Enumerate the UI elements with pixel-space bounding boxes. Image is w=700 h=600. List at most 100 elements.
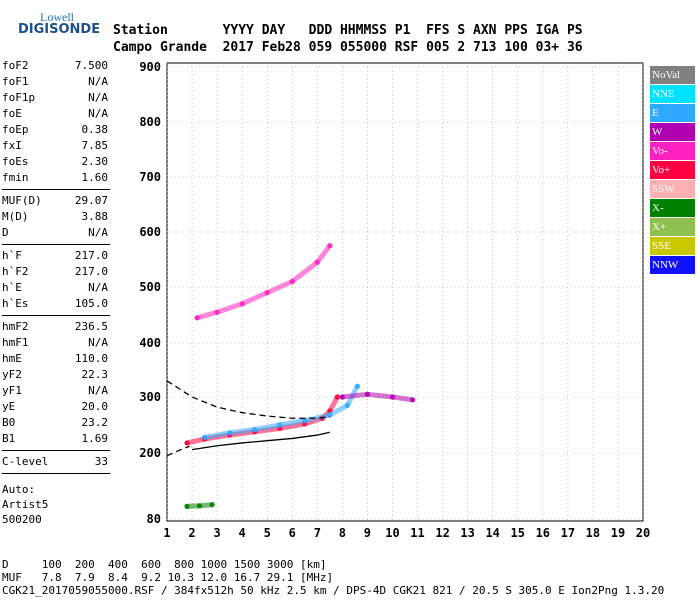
x-tick-label: 20 bbox=[636, 526, 650, 540]
param-key: hmF2 bbox=[2, 320, 29, 333]
y-tick-label: 900 bbox=[139, 60, 161, 74]
param-value: 217.0 bbox=[74, 249, 108, 262]
param-key: yF2 bbox=[2, 368, 22, 381]
trace-line bbox=[184, 502, 215, 509]
param-value: 22.3 bbox=[81, 368, 109, 381]
x-tick-label: 3 bbox=[213, 526, 220, 540]
param-value: 20.0 bbox=[81, 400, 109, 413]
legend-item-x-: X+ bbox=[650, 218, 695, 236]
param-key: B0 bbox=[2, 416, 16, 429]
profile-curve bbox=[166, 445, 190, 457]
param-value: N/A bbox=[88, 107, 108, 120]
x-tick-label: 9 bbox=[364, 526, 371, 540]
param-row: C-level 33 bbox=[2, 454, 110, 470]
legend-item-sse: SSE bbox=[650, 237, 695, 255]
x-tick-label: 4 bbox=[239, 526, 246, 540]
param-key: h`Es bbox=[2, 297, 29, 310]
trace-line bbox=[194, 243, 333, 321]
y-tick-label: 800 bbox=[139, 115, 161, 129]
y-tick-label: 200 bbox=[139, 446, 161, 460]
param-row: foEp 0.38 bbox=[2, 122, 110, 138]
x-tick-label: 16 bbox=[536, 526, 550, 540]
legend-item-vo-: Vo- bbox=[650, 142, 695, 160]
param-key: foE bbox=[2, 107, 22, 120]
profile-curve bbox=[166, 380, 330, 419]
x-tick-label: 10 bbox=[385, 526, 399, 540]
param-key: foF1 bbox=[2, 75, 29, 88]
param-key: foF1p bbox=[2, 91, 36, 104]
header-values: Campo Grande 2017 Feb28 059 055000 RSF 0… bbox=[113, 40, 583, 55]
param-key: B1 bbox=[2, 432, 16, 445]
y-tick-label: 300 bbox=[139, 390, 161, 404]
y-tick-label: 600 bbox=[139, 225, 161, 239]
trace-line bbox=[202, 383, 360, 440]
param-value: 29.07 bbox=[74, 194, 108, 207]
param-key: h`E bbox=[2, 281, 22, 294]
parameter-panel: foF2 7.500 foF1 N/A foF1p N/A foE N/A foEp 0.38 fx… bbox=[2, 58, 110, 527]
auto-line3: 500200 bbox=[2, 513, 42, 526]
param-value: N/A bbox=[88, 336, 108, 349]
param-key: hmF1 bbox=[2, 336, 29, 349]
param-row: MUF(D) 29.07 bbox=[2, 193, 110, 209]
legend-item-x-: X- bbox=[650, 199, 695, 217]
param-key: foF2 bbox=[2, 59, 29, 72]
legend-item-e: E bbox=[650, 104, 695, 122]
param-row: hmF1 N/A bbox=[2, 335, 110, 351]
param-value: 105.0 bbox=[74, 297, 108, 310]
param-row: hmF2 236.5 bbox=[2, 319, 110, 335]
param-separator bbox=[2, 473, 110, 474]
param-value: 2.30 bbox=[81, 155, 109, 168]
param-key: yF1 bbox=[2, 384, 22, 397]
footer: D 100 200 400 600 800 1000 1500 3000 [km… bbox=[2, 558, 664, 597]
trace-line bbox=[339, 391, 416, 403]
x-tick-label: 7 bbox=[314, 526, 321, 540]
y-tick-label: 500 bbox=[139, 280, 161, 294]
plot-frame bbox=[166, 62, 644, 522]
x-tick-label: 11 bbox=[410, 526, 424, 540]
param-key: C-level bbox=[2, 455, 49, 468]
y-tick-label: 400 bbox=[139, 336, 161, 350]
param-row: M(D) 3.88 bbox=[2, 209, 110, 225]
param-value: 7.85 bbox=[81, 139, 109, 152]
param-key: M(D) bbox=[2, 210, 29, 223]
param-value: 1.60 bbox=[81, 171, 109, 184]
logo-line2: DIGISONDE bbox=[18, 22, 101, 37]
x-tick-label: 17 bbox=[561, 526, 575, 540]
param-value: 7.500 bbox=[74, 59, 108, 72]
auto-line1: Auto: bbox=[2, 483, 36, 496]
legend-item-noval: NoVal bbox=[650, 66, 695, 84]
param-value: N/A bbox=[88, 91, 108, 104]
param-separator bbox=[2, 189, 110, 190]
param-key: h`F bbox=[2, 249, 22, 262]
station-header: Station YYYY DAY DDD HHMMSS P1 FFS S AXN… bbox=[113, 22, 583, 56]
x-tick-label: 1 bbox=[163, 526, 170, 540]
auto-line2: Artist5 bbox=[2, 498, 49, 511]
param-row: D N/A bbox=[2, 225, 110, 241]
param-value: N/A bbox=[88, 226, 108, 239]
legend-item-nne: NNE bbox=[650, 85, 695, 103]
legend-item-w: W bbox=[650, 123, 695, 141]
param-row: h`F2 217.0 bbox=[2, 264, 110, 280]
autoscaling-info: Auto: Artist5 500200 bbox=[2, 482, 110, 527]
param-value: N/A bbox=[88, 281, 108, 294]
param-key: h`F2 bbox=[2, 265, 29, 278]
legend-item-vo-: Vo+ bbox=[650, 161, 695, 179]
x-tick-label: 5 bbox=[264, 526, 271, 540]
param-row: h`Es 105.0 bbox=[2, 296, 110, 312]
param-row: yF2 22.3 bbox=[2, 367, 110, 383]
param-row: foE N/A bbox=[2, 106, 110, 122]
param-separator bbox=[2, 315, 110, 316]
param-key: fmin bbox=[2, 171, 29, 184]
param-value: 3.88 bbox=[81, 210, 109, 223]
param-row: h`F 217.0 bbox=[2, 248, 110, 264]
param-value: 110.0 bbox=[74, 352, 108, 365]
legend-item-nnw: NNW bbox=[650, 256, 695, 274]
param-value: 33 bbox=[94, 455, 108, 468]
footer-file-info: CGK21_2017059055000.RSF / 384fx512h 50 k… bbox=[2, 584, 665, 597]
x-tick-label: 6 bbox=[289, 526, 296, 540]
param-row: fmin 1.60 bbox=[2, 170, 110, 186]
param-row: B1 1.69 bbox=[2, 431, 110, 447]
param-row: foF1 N/A bbox=[2, 74, 110, 90]
param-value: 23.2 bbox=[81, 416, 109, 429]
